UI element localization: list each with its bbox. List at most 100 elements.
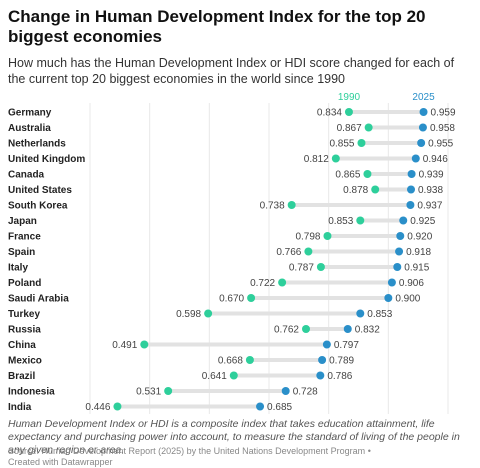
value-label-1990: 0.668 xyxy=(218,356,243,367)
dot-1990 xyxy=(363,170,372,178)
dot-2025 xyxy=(322,340,331,349)
value-label-2025: 0.946 xyxy=(423,154,448,165)
dot-1990 xyxy=(278,278,287,287)
country-label: Germany xyxy=(8,108,52,119)
dot-2025 xyxy=(356,309,365,318)
dot-2025 xyxy=(419,108,428,116)
dot-1990 xyxy=(357,139,366,147)
value-label-1990: 0.738 xyxy=(260,201,285,212)
dot-2025 xyxy=(411,154,420,163)
value-label-2025: 0.938 xyxy=(418,185,443,196)
dot-2025 xyxy=(407,185,416,194)
value-label-2025: 0.918 xyxy=(406,247,431,258)
country-label: South Korea xyxy=(8,201,68,212)
value-label-2025: 0.728 xyxy=(293,387,318,398)
chart-title: Change in Human Development Index for th… xyxy=(8,7,426,46)
value-label-1990: 0.855 xyxy=(329,139,354,150)
dot-2025 xyxy=(318,356,327,364)
chart-subtitle: How much has the Human Development Index… xyxy=(8,56,455,86)
country-label: United Kingdom xyxy=(8,154,85,165)
country-label: Indonesia xyxy=(8,387,55,398)
country-label: Netherlands xyxy=(8,139,66,150)
dot-1990 xyxy=(204,309,213,318)
value-label-1990: 0.865 xyxy=(335,170,360,181)
country-label: Australia xyxy=(8,123,51,134)
country-label: Brazil xyxy=(8,371,35,382)
dot-2025 xyxy=(407,170,416,178)
dot-2025 xyxy=(343,325,352,333)
country-label: Russia xyxy=(8,325,41,336)
dot-1990 xyxy=(140,340,149,349)
value-label-1990: 0.853 xyxy=(328,216,353,227)
country-label: Italy xyxy=(8,263,28,274)
value-label-1990: 0.446 xyxy=(85,402,110,413)
value-label-1990: 0.798 xyxy=(295,232,320,243)
value-label-1990: 0.834 xyxy=(317,108,342,119)
value-label-2025: 0.900 xyxy=(395,294,420,305)
country-label: China xyxy=(8,340,36,351)
value-label-2025: 0.920 xyxy=(407,232,432,243)
source-line: Source: Human Development Report (2025) … xyxy=(8,446,371,467)
dot-1990 xyxy=(304,247,313,256)
country-label: Turkey xyxy=(8,309,40,320)
country-label: United States xyxy=(8,185,72,196)
dot-1990 xyxy=(247,294,256,302)
dot-1990 xyxy=(323,232,332,240)
dot-1990 xyxy=(344,108,353,116)
dot-2025 xyxy=(396,232,405,240)
dot-1990 xyxy=(316,263,325,271)
dot-2025 xyxy=(281,387,290,395)
value-label-1990: 0.867 xyxy=(337,123,362,134)
dot-1990 xyxy=(229,371,238,380)
value-label-2025: 0.937 xyxy=(417,201,442,212)
dot-1990 xyxy=(164,387,173,395)
value-label-2025: 0.853 xyxy=(367,309,392,320)
series-label-1990: 1990 xyxy=(338,92,361,103)
dot-1990 xyxy=(113,402,122,411)
value-label-1990: 0.787 xyxy=(289,263,314,274)
value-label-1990: 0.670 xyxy=(219,294,244,305)
dot-2025 xyxy=(256,402,265,411)
country-label: Saudi Arabia xyxy=(8,294,69,305)
value-label-1990: 0.531 xyxy=(136,387,161,398)
country-label: Japan xyxy=(8,216,37,227)
dot-1990 xyxy=(364,123,373,132)
dot-2025 xyxy=(395,247,404,256)
country-label: Mexico xyxy=(8,356,42,367)
dot-2025 xyxy=(406,201,415,209)
value-label-2025: 0.789 xyxy=(329,356,354,367)
value-label-2025: 0.955 xyxy=(428,139,453,150)
footnote: Human Development Index or HDI is a comp… xyxy=(8,418,460,456)
value-label-2025: 0.958 xyxy=(430,123,455,134)
value-label-2025: 0.925 xyxy=(410,216,435,227)
dot-1990 xyxy=(287,201,296,209)
value-label-1990: 0.766 xyxy=(276,247,301,258)
series-label-2025: 2025 xyxy=(412,92,435,103)
dot-2025 xyxy=(417,139,426,147)
value-label-2025: 0.832 xyxy=(355,325,380,336)
dot-2025 xyxy=(316,371,325,380)
country-label: France xyxy=(8,232,41,243)
dot-1990 xyxy=(331,154,340,163)
dot-2025 xyxy=(393,263,402,271)
value-label-1990: 0.491 xyxy=(112,340,137,351)
value-label-1990: 0.598 xyxy=(176,309,201,320)
value-label-2025: 0.786 xyxy=(327,371,352,382)
country-label: India xyxy=(8,402,32,413)
value-label-2025: 0.959 xyxy=(431,108,456,119)
dot-1990 xyxy=(371,185,380,194)
dot-2025 xyxy=(418,123,427,132)
country-label: Canada xyxy=(8,170,45,181)
value-label-1990: 0.641 xyxy=(202,371,227,382)
country-label: Spain xyxy=(8,247,35,258)
dumbbell-chart: 0.4000.5000.6000.7000.8000.9001.00019902… xyxy=(8,92,456,414)
dot-2025 xyxy=(387,278,396,287)
dot-1990 xyxy=(245,356,254,364)
dot-1990 xyxy=(301,325,310,333)
value-label-1990: 0.878 xyxy=(343,185,368,196)
value-label-1990: 0.722 xyxy=(250,278,275,289)
dot-2025 xyxy=(399,216,408,225)
dot-1990 xyxy=(356,216,365,225)
value-label-1990: 0.762 xyxy=(274,325,299,336)
value-label-2025: 0.685 xyxy=(267,402,292,413)
